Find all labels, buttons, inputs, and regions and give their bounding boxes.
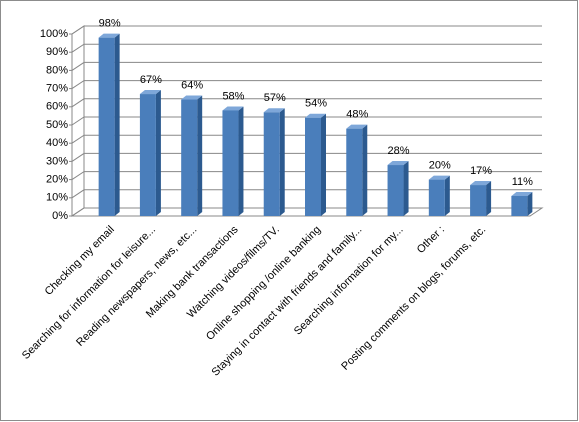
bar-side — [444, 175, 450, 216]
bar-top — [98, 33, 120, 38]
value-label: 11% — [512, 176, 533, 188]
bar — [222, 110, 239, 216]
bar — [511, 195, 528, 216]
bar-top — [511, 191, 533, 196]
value-label: 98% — [99, 18, 121, 30]
grid-line — [71, 116, 542, 126]
value-label: 57% — [264, 92, 286, 104]
grid-line — [71, 152, 542, 162]
bar — [387, 165, 404, 216]
bar-top — [305, 113, 326, 118]
value-label: 28% — [388, 145, 410, 157]
y-tick-label: 50% — [46, 119, 68, 131]
y-tick-label: 60% — [46, 101, 68, 113]
grid-line — [71, 61, 542, 71]
bar — [181, 99, 198, 216]
y-tick-label: 90% — [46, 46, 68, 58]
bar-side — [362, 124, 368, 216]
y-tick-label: 40% — [46, 137, 68, 149]
bar-side — [527, 191, 533, 216]
bar-top — [346, 124, 368, 129]
bar — [470, 185, 487, 216]
value-label: 54% — [305, 98, 327, 110]
bar-top — [263, 108, 285, 113]
grid-line — [71, 98, 542, 108]
bar-top — [428, 175, 450, 180]
y-tick-label: 10% — [46, 192, 68, 204]
bar-top — [470, 181, 492, 186]
value-label: 67% — [140, 74, 162, 86]
bar-side — [321, 113, 326, 216]
bar-top — [222, 106, 244, 111]
bar-side — [197, 95, 203, 216]
y-tick-label: 0% — [52, 210, 68, 222]
bar-top — [387, 161, 409, 166]
bar-side — [238, 106, 244, 216]
bar — [263, 112, 280, 216]
bar-top — [181, 95, 203, 100]
grid-line — [71, 43, 542, 53]
bar-top — [139, 90, 161, 95]
grid-line — [71, 25, 542, 35]
y-tick-label: 30% — [46, 155, 68, 167]
value-label: 58% — [222, 90, 244, 102]
grid-line — [71, 80, 542, 90]
value-label: 64% — [181, 79, 203, 91]
bar — [346, 128, 363, 216]
bar-side — [403, 161, 409, 216]
bar-side — [486, 181, 492, 216]
y-tick-label: 70% — [46, 83, 68, 95]
y-tick-label: 20% — [46, 174, 68, 186]
y-tick-label: 80% — [46, 64, 68, 76]
value-label: 48% — [346, 109, 368, 121]
value-label: 20% — [429, 160, 451, 172]
bar — [98, 37, 115, 216]
bar-side — [114, 33, 120, 216]
bar-side — [155, 90, 161, 216]
bar-side — [279, 108, 285, 216]
bar — [428, 179, 445, 216]
bar — [305, 117, 321, 216]
bar — [139, 94, 156, 216]
grid-line — [71, 134, 542, 144]
value-label: 17% — [470, 165, 492, 177]
y-tick-label: 100% — [40, 28, 68, 40]
